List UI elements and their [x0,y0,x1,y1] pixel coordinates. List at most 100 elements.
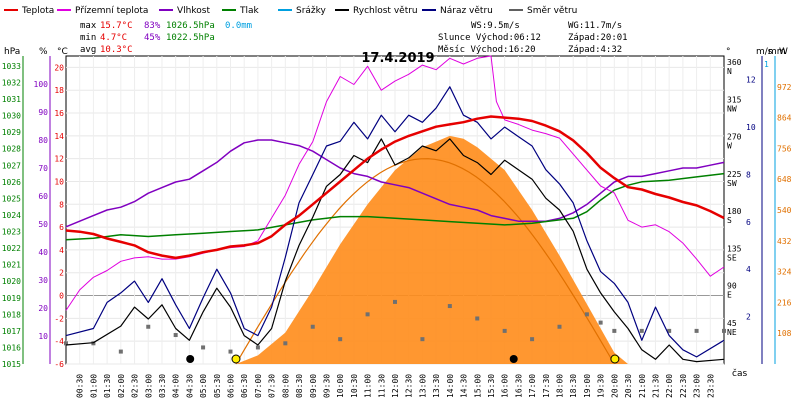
solar-radiation-layer [235,135,629,365]
legend-label: Srážky [296,6,327,16]
tick-label-temp: 0 [59,292,64,301]
tick-label-dir: SE [727,253,737,262]
tick-label-deg: 315 [727,95,742,104]
wind-direction-point [447,304,452,309]
tick-label-time: 01:30 [103,374,112,398]
tick-label-temp: -6 [54,360,64,369]
tick-label-time: 17:30 [542,374,551,398]
tick-label-time: 18:00 [556,374,565,398]
tick-label-time: 07:30 [268,374,277,398]
tick-label-deg: 360 [727,58,742,67]
stats-block: max 15.7°C 83% 1026.5hPa 0.0mm min 4.7°C… [80,21,252,55]
tick-label-temp: 14 [54,132,64,141]
tick-label-dir: S [727,216,732,225]
wind-direction-point [393,299,397,304]
tick-label-time: 07:00 [254,374,263,398]
tick-label-temp: 2 [59,269,64,278]
tick-label-pct: 30 [38,276,48,285]
tick-label-watt: 648 [777,175,792,184]
wind-ws: WS:9.5m/s [471,21,520,31]
series-line-n-raz-v-tru [65,86,725,358]
tick-label-time: 11:00 [364,374,373,398]
unit-mm: mm [768,47,786,57]
tick-label-pct: 10 [38,332,48,341]
tick-label-time: 16:00 [501,374,510,398]
sun-rise: Slunce Východ:06:12 [438,33,541,43]
tick-label-ms: 12 [746,76,756,85]
tick-label-temp: 16 [54,109,64,118]
tick-label-time: 03:00 [144,374,153,398]
tick-label-hpa: 1029 [2,128,21,137]
unit-time: čas [732,368,747,379]
tick-label-ms: 2 [746,313,751,322]
tick-label-time: 21:30 [651,374,660,398]
legend-label: Tlak [239,6,260,16]
tick-label-watt: 972 [777,83,792,92]
tick-label-pct: 80 [38,136,48,145]
wind-direction-point [283,341,288,346]
wind-direction-point [722,328,726,333]
tick-label-dir: N [727,67,732,76]
tick-label-watt: 324 [777,268,792,277]
legend: Teplota Přízemní teplota Vlhkost Tlak Srážky… [4,6,577,16]
moon-rise: Měsíc Východ:16:20 [438,45,536,55]
wind-direction-point [667,328,672,333]
wind-direction-point [173,333,178,338]
sun-marker [231,354,241,364]
wind-direction-point [598,320,603,325]
unit-ms: m/s [756,47,773,57]
series-line-teplota [65,115,725,260]
tick-label-hpa: 1017 [2,327,21,336]
tick-label-watt: 108 [777,329,792,338]
tick-label-time: 06:30 [240,374,249,398]
sun-moon-markers [186,354,620,364]
tick-label-temp: 12 [54,155,64,164]
tick-label-deg: 135 [727,244,742,253]
tick-label-hpa: 1015 [2,360,21,369]
legend-label: Směr větru [527,6,577,16]
tick-label-temp: -4 [54,337,64,346]
tick-label-hpa: 1020 [2,277,21,286]
tick-label-time: 20:00 [610,374,619,398]
tick-label-time: 10:30 [350,374,359,398]
tick-label-hpa: 1016 [2,343,21,352]
legend-label: Teplota [21,6,54,16]
wind-direction-point [255,345,260,350]
tick-label-mm: 1 [764,60,769,69]
tick-label-ms: 8 [746,170,751,179]
sun-marker [610,354,620,364]
series-lines [65,55,725,363]
wind-direction-point [475,316,480,321]
legend-label: Přízemní teplota [75,6,148,16]
unit-watt: W [779,47,788,57]
tick-label-time: 09:00 [309,374,318,398]
tick-label-temp: 10 [54,177,64,186]
tick-label-time: 10:00 [336,374,345,398]
tick-label-time: 06:00 [227,374,236,398]
wind-direction-point [557,324,562,329]
tick-label-watt: 432 [777,237,792,246]
moon-set: Západ:4:32 [568,45,622,55]
tick-label-hpa: 1030 [2,112,21,121]
wind-direction-point [146,324,151,329]
tick-label-time: 11:30 [377,374,386,398]
tick-label-watt: 540 [777,206,792,215]
wind-direction-point [502,328,507,333]
tick-label-time: 19:00 [583,374,592,398]
tick-label-time: 08:30 [295,374,304,398]
tick-label-temp: 18 [54,86,64,95]
tick-label-time: 18:30 [569,374,578,398]
tick-label-hpa: 1024 [2,211,21,220]
wind-direction-point [584,312,589,317]
tick-label-hpa: 1031 [2,95,21,104]
tick-label-temp: 20 [54,63,64,72]
stat-min-temp: 4.7°C [100,33,127,43]
tick-label-deg: 45 [727,319,737,328]
wind-direction-point [694,328,699,333]
tick-label-time: 04:00 [172,374,181,398]
moon-marker [509,355,518,363]
left-axes: 1033103210311030102910281027102610251024… [2,56,64,369]
tick-label-hpa: 1025 [2,194,21,203]
stat-max-temp: 15.7°C [100,21,133,31]
